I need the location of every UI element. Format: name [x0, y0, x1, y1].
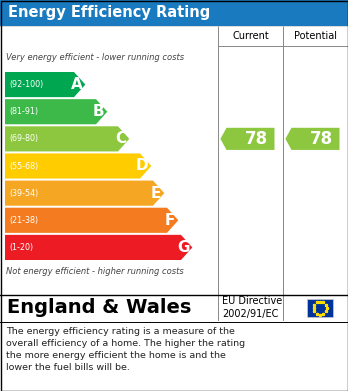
- Text: England & Wales: England & Wales: [7, 298, 191, 317]
- Bar: [0, 26, 348, 320]
- Text: (21-38): (21-38): [9, 216, 38, 225]
- Text: (81-91): (81-91): [9, 107, 38, 116]
- Text: 78: 78: [245, 130, 268, 148]
- Text: E: E: [151, 186, 161, 201]
- Text: (55-68): (55-68): [9, 161, 38, 170]
- Text: Energy Efficiency Rating: Energy Efficiency Rating: [8, 5, 210, 20]
- Text: 78: 78: [310, 130, 333, 148]
- Polygon shape: [5, 99, 107, 124]
- Polygon shape: [220, 128, 275, 150]
- Bar: [0, 0, 348, 26]
- Polygon shape: [5, 181, 164, 206]
- Text: (39-54): (39-54): [9, 188, 38, 197]
- Text: EU Directive: EU Directive: [222, 296, 282, 307]
- Text: The energy efficiency rating is a measure of the
overall efficiency of a home. T: The energy efficiency rating is a measur…: [6, 327, 245, 373]
- Polygon shape: [5, 126, 129, 151]
- Text: D: D: [136, 158, 148, 174]
- Text: Not energy efficient - higher running costs: Not energy efficient - higher running co…: [6, 267, 184, 276]
- Text: F: F: [165, 213, 175, 228]
- Polygon shape: [5, 208, 178, 233]
- Text: Very energy efficient - lower running costs: Very energy efficient - lower running co…: [6, 54, 184, 63]
- Text: A: A: [71, 77, 82, 92]
- Text: (1-20): (1-20): [9, 243, 33, 252]
- Text: C: C: [115, 131, 126, 146]
- Text: (69-80): (69-80): [9, 135, 38, 143]
- Polygon shape: [5, 153, 151, 179]
- Text: G: G: [177, 240, 189, 255]
- Polygon shape: [5, 72, 85, 97]
- Bar: [0, 295, 348, 320]
- Text: B: B: [93, 104, 104, 119]
- Polygon shape: [5, 235, 192, 260]
- Bar: [307, 299, 333, 317]
- Polygon shape: [285, 128, 340, 150]
- Text: (92-100): (92-100): [9, 80, 43, 89]
- Text: Current: Current: [232, 31, 269, 41]
- Text: 2002/91/EC: 2002/91/EC: [222, 308, 278, 319]
- Text: Potential: Potential: [294, 31, 337, 41]
